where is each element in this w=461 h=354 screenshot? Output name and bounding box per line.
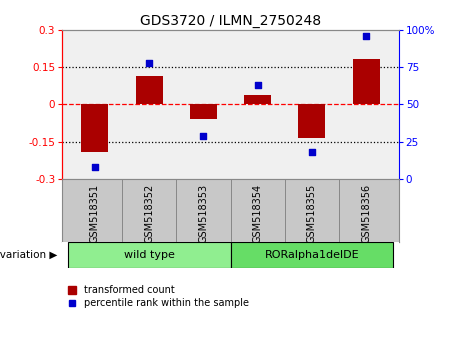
Text: GSM518355: GSM518355	[307, 184, 317, 243]
Point	[362, 33, 370, 39]
Point	[200, 133, 207, 138]
Text: GSM518356: GSM518356	[361, 184, 371, 243]
Legend: transformed count, percentile rank within the sample: transformed count, percentile rank withi…	[67, 284, 249, 309]
Bar	[81, 104, 108, 152]
Text: wild type: wild type	[124, 250, 175, 260]
Bar	[298, 104, 325, 138]
Point	[145, 60, 153, 65]
Point	[308, 149, 316, 155]
Point	[91, 164, 99, 170]
Bar	[353, 58, 380, 104]
Text: GSM518352: GSM518352	[144, 184, 154, 243]
Bar	[68, 242, 230, 268]
Bar	[230, 242, 393, 268]
Text: GSM518354: GSM518354	[253, 184, 263, 243]
Bar	[136, 76, 163, 104]
Bar	[190, 104, 217, 119]
Text: GSM518351: GSM518351	[90, 184, 100, 243]
Text: GSM518353: GSM518353	[198, 184, 208, 243]
Point	[254, 82, 261, 88]
Bar	[244, 95, 271, 104]
Title: GDS3720 / ILMN_2750248: GDS3720 / ILMN_2750248	[140, 14, 321, 28]
Text: genotype/variation ▶: genotype/variation ▶	[0, 250, 58, 260]
Text: RORalpha1delDE: RORalpha1delDE	[265, 250, 359, 260]
